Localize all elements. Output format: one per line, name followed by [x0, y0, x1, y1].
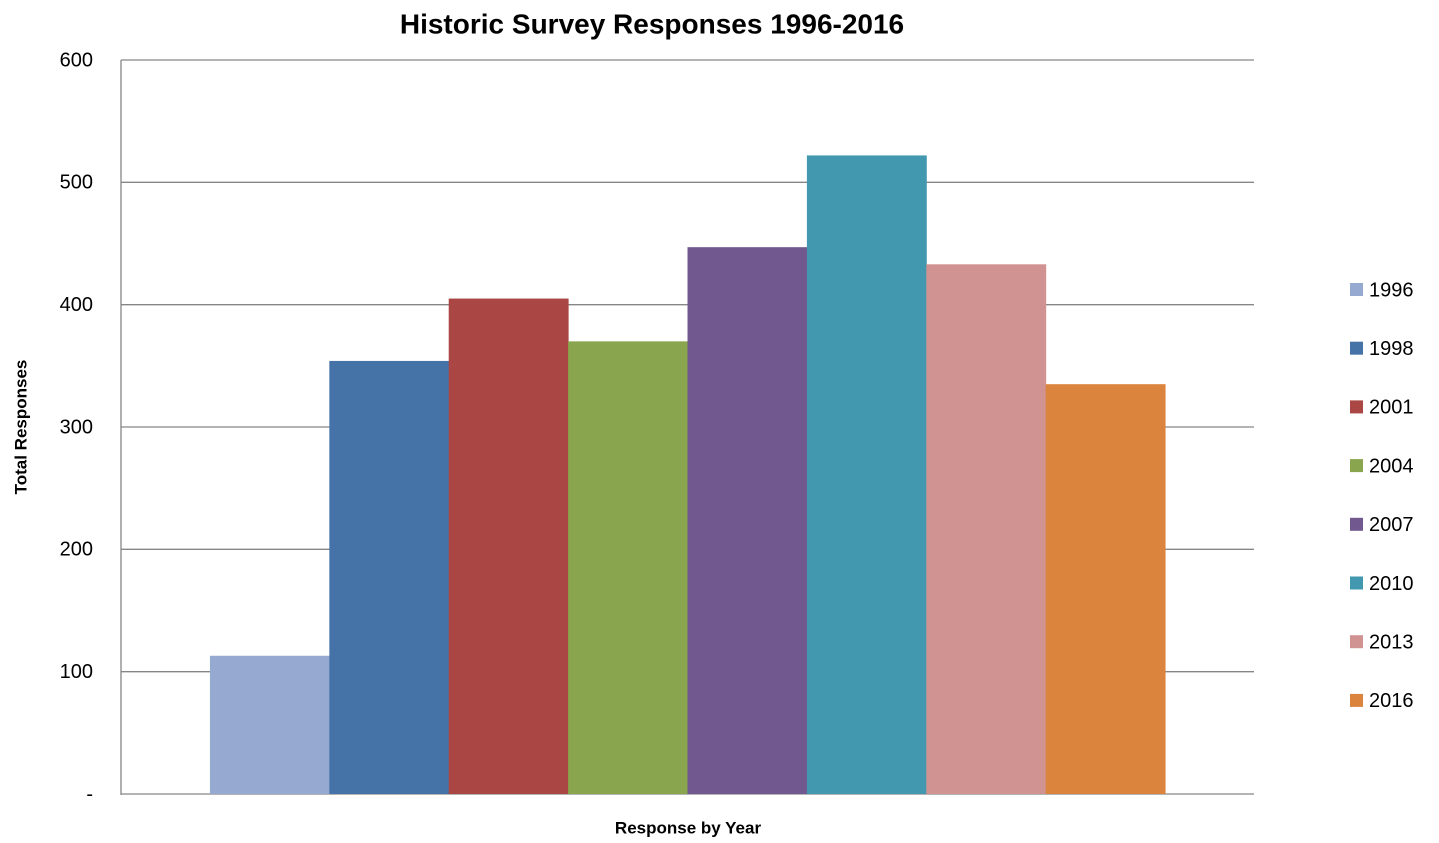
legend-swatch	[1350, 576, 1363, 590]
legend-label: 2004	[1369, 455, 1414, 477]
bar	[448, 298, 569, 794]
y-tick-label: 100	[60, 661, 93, 683]
y-tick-label: 300	[60, 416, 93, 438]
legend-swatch	[1350, 693, 1363, 707]
legend-swatch	[1350, 283, 1363, 296]
bar	[926, 264, 1047, 795]
legend-swatch	[1350, 400, 1363, 414]
legend-label: 1996	[1369, 279, 1414, 301]
legend-label: 1998	[1369, 338, 1414, 360]
legend-label: 2013	[1369, 631, 1414, 653]
bar	[687, 247, 808, 795]
legend-swatch	[1350, 341, 1363, 355]
legend-swatch	[1350, 635, 1363, 649]
y-tick-label: 400	[60, 294, 93, 316]
x-axis-label: Response by Year	[615, 818, 762, 837]
legend-swatch	[1350, 459, 1363, 473]
y-tick-label: 500	[60, 172, 93, 194]
bar	[568, 341, 688, 794]
bar	[806, 155, 927, 795]
y-tick-label: 200	[60, 539, 93, 561]
chart-title: Historic Survey Responses 1996-2016	[400, 8, 904, 39]
y-axis-label: Total Responses	[11, 360, 30, 495]
y-tick-label: -	[86, 783, 93, 805]
bar	[329, 360, 450, 794]
legend-swatch	[1350, 517, 1363, 531]
legend-label: 2016	[1369, 690, 1414, 712]
legend-label: 2001	[1369, 397, 1414, 419]
bar	[209, 655, 330, 794]
bar	[1045, 384, 1166, 794]
y-tick-label: 600	[60, 49, 93, 71]
legend-label: 2010	[1369, 573, 1414, 595]
legend-label: 2007	[1369, 514, 1414, 536]
